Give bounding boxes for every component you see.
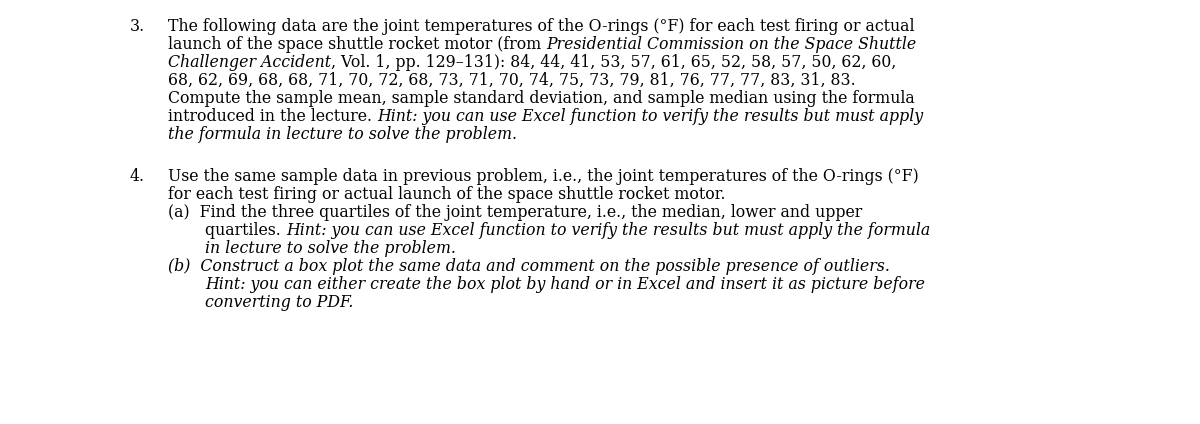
Text: quartiles.: quartiles. [205,222,286,239]
Text: for each test firing or actual launch of the space shuttle rocket motor.: for each test firing or actual launch of… [168,186,726,203]
Text: Challenger Accident: Challenger Accident [168,54,331,71]
Text: 3.: 3. [130,18,145,35]
Text: introduced in the lecture.: introduced in the lecture. [168,108,377,125]
Text: in lecture to solve the problem.: in lecture to solve the problem. [205,240,456,257]
Text: Hint: you can use Excel function to verify the results but must apply the formul: Hint: you can use Excel function to veri… [286,222,930,239]
Text: (b)  Construct a box plot the same data and comment on the possible presence of : (b) Construct a box plot the same data a… [168,258,890,275]
Text: Compute the sample mean, sample standard deviation, and sample median using the : Compute the sample mean, sample standard… [168,90,914,107]
Text: , Vol. 1, pp. 129–131): 84, 44, 41, 53, 57, 61, 65, 52, 58, 57, 50, 62, 60,: , Vol. 1, pp. 129–131): 84, 44, 41, 53, … [331,54,896,71]
Text: launch of the space shuttle rocket motor (from: launch of the space shuttle rocket motor… [168,36,546,53]
Text: Use the same sample data in previous problem, i.e., the joint temperatures of th: Use the same sample data in previous pro… [168,168,919,185]
Text: Hint: you can either create the box plot by hand or in Excel and insert it as pi: Hint: you can either create the box plot… [205,276,925,293]
Text: The following data are the joint temperatures of the O-rings (°F) for each test : The following data are the joint tempera… [168,18,914,35]
Text: Presidential Commission on the Space Shuttle: Presidential Commission on the Space Shu… [546,36,917,53]
Text: Hint: you can use Excel function to verify the results but must apply: Hint: you can use Excel function to veri… [377,108,923,125]
Text: converting to PDF.: converting to PDF. [205,294,353,311]
Text: (a)  Find the three quartiles of the joint temperature, i.e., the median, lower : (a) Find the three quartiles of the join… [168,204,863,221]
Text: 4.: 4. [130,168,145,185]
Text: 68, 62, 69, 68, 68, 71, 70, 72, 68, 73, 71, 70, 74, 75, 73, 79, 81, 76, 77, 77, : 68, 62, 69, 68, 68, 71, 70, 72, 68, 73, … [168,72,856,89]
Text: the formula in lecture to solve the problem.: the formula in lecture to solve the prob… [168,126,517,143]
